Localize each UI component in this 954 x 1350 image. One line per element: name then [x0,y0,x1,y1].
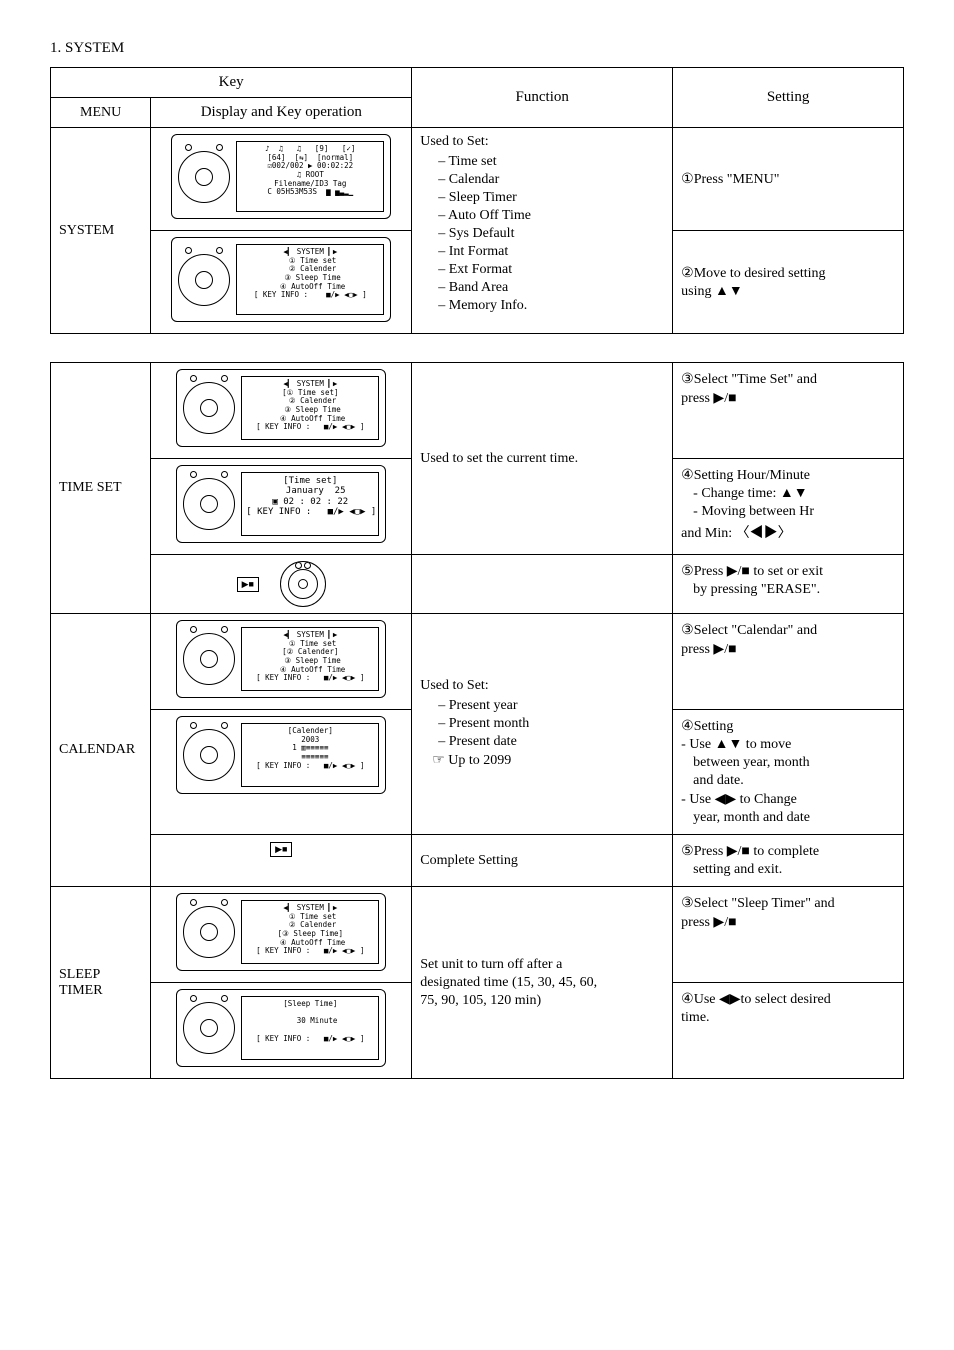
setting-calendar-2: ④Setting - Use ▲▼ to move between year, … [673,710,904,835]
function-timeset: Used to set the current time. [412,363,673,555]
setting-timeset-2: ④Setting Hour/Minute - Change time: ▲▼ -… [673,459,904,555]
menu-sleep: SLEEP TIMER [51,887,151,1079]
setting-system-2: ②Move to desired setting using ▲▼ [673,231,904,334]
setting-calendar-3: ⑤Press ▶/■ to complete setting and exit. [673,835,904,887]
display-calendar-1: ◀▎ SYSTEM ▎▶ ① Time set [② Calender] ③ S… [151,614,412,710]
menu-timeset: TIME SET [51,363,151,614]
func-item: Int Format [438,244,664,260]
display-timeset-1: ◀▎ SYSTEM ▎▶ [① Time set] ② Calender ③ S… [151,363,412,459]
display-timeset-2: [Time set] January 25 ▣ 02 : 02 : 22 [ K… [151,459,412,555]
func-item: Sleep Timer [438,190,664,206]
display-calendar-3: ▶■ [151,835,412,887]
function-calendar: Used to Set: Present year Present month … [412,614,673,835]
function-calendar-complete: Complete Setting [412,835,673,887]
func-item: Auto Off Time [438,208,664,224]
header-function: Function [412,68,673,128]
func-item: Sys Default [438,226,664,242]
func-item: Band Area [438,280,664,296]
play-stop-icon: ▶■ [237,577,259,592]
func-item: Calendar [438,172,664,188]
setting-calendar-1: ③Select "Calendar" and press ▶/■ [673,614,904,710]
display-timeset-3: ▶■ [151,555,412,614]
func-item: Memory Info. [438,298,664,314]
setting-sleep-2: ④Use ◀▶to select desired time. [673,983,904,1079]
section-heading: 1. SYSTEM [50,40,904,57]
function-system: Used to Set: Time set Calendar Sleep Tim… [412,128,673,334]
func-item: Present year [438,698,664,714]
func-item: Time set [438,154,664,170]
func-item: Present month [438,716,664,732]
setting-system-1: ①Press "MENU" [673,128,904,231]
function-sleep: Set unit to turn off after a designated … [412,887,673,1079]
func-item: Ext Format [438,262,664,278]
display-calendar-2: [Calender] 2003 1 ▥≡≡≡≡≡ ≡≡≡≡≡≡ [ KEY IN… [151,710,412,835]
display-system-1: ♪ ♫ ♫ [9] [✓] [64] [⇆] [normal] ☑002/002… [151,128,412,231]
menu-calendar: CALENDAR [51,614,151,887]
function-timeset-blank [412,555,673,614]
play-stop-icon: ▶■ [270,842,292,857]
header-key: Key [51,68,412,98]
setting-timeset-1: ③Select "Time Set" and press ▶/■ [673,363,904,459]
setting-timeset-3: ⑤Press ▶/■ to set or exit by pressing "E… [673,555,904,614]
menu-system: SYSTEM [51,128,151,334]
header-display: Display and Key operation [151,98,412,128]
details-table: TIME SET ◀▎ SYSTEM ▎▶ [① Time set] ② Cal… [50,362,904,1079]
setting-sleep-1: ③Select "Sleep Timer" and press ▶/■ [673,887,904,983]
system-table: Key Function Setting MENU Display and Ke… [50,67,904,334]
header-menu: MENU [51,98,151,128]
display-sleep-2: [Sleep Time] 30 Minute [ KEY INFO : ■/▶ … [151,983,412,1079]
display-sleep-1: ◀▎ SYSTEM ▎▶ ① Time set ② Calender [③ Sl… [151,887,412,983]
header-setting: Setting [673,68,904,128]
func-item: Present date [438,734,664,750]
display-system-2: ◀▎ SYSTEM ▎▶ ① Time set ② Calender ③ Sle… [151,231,412,334]
